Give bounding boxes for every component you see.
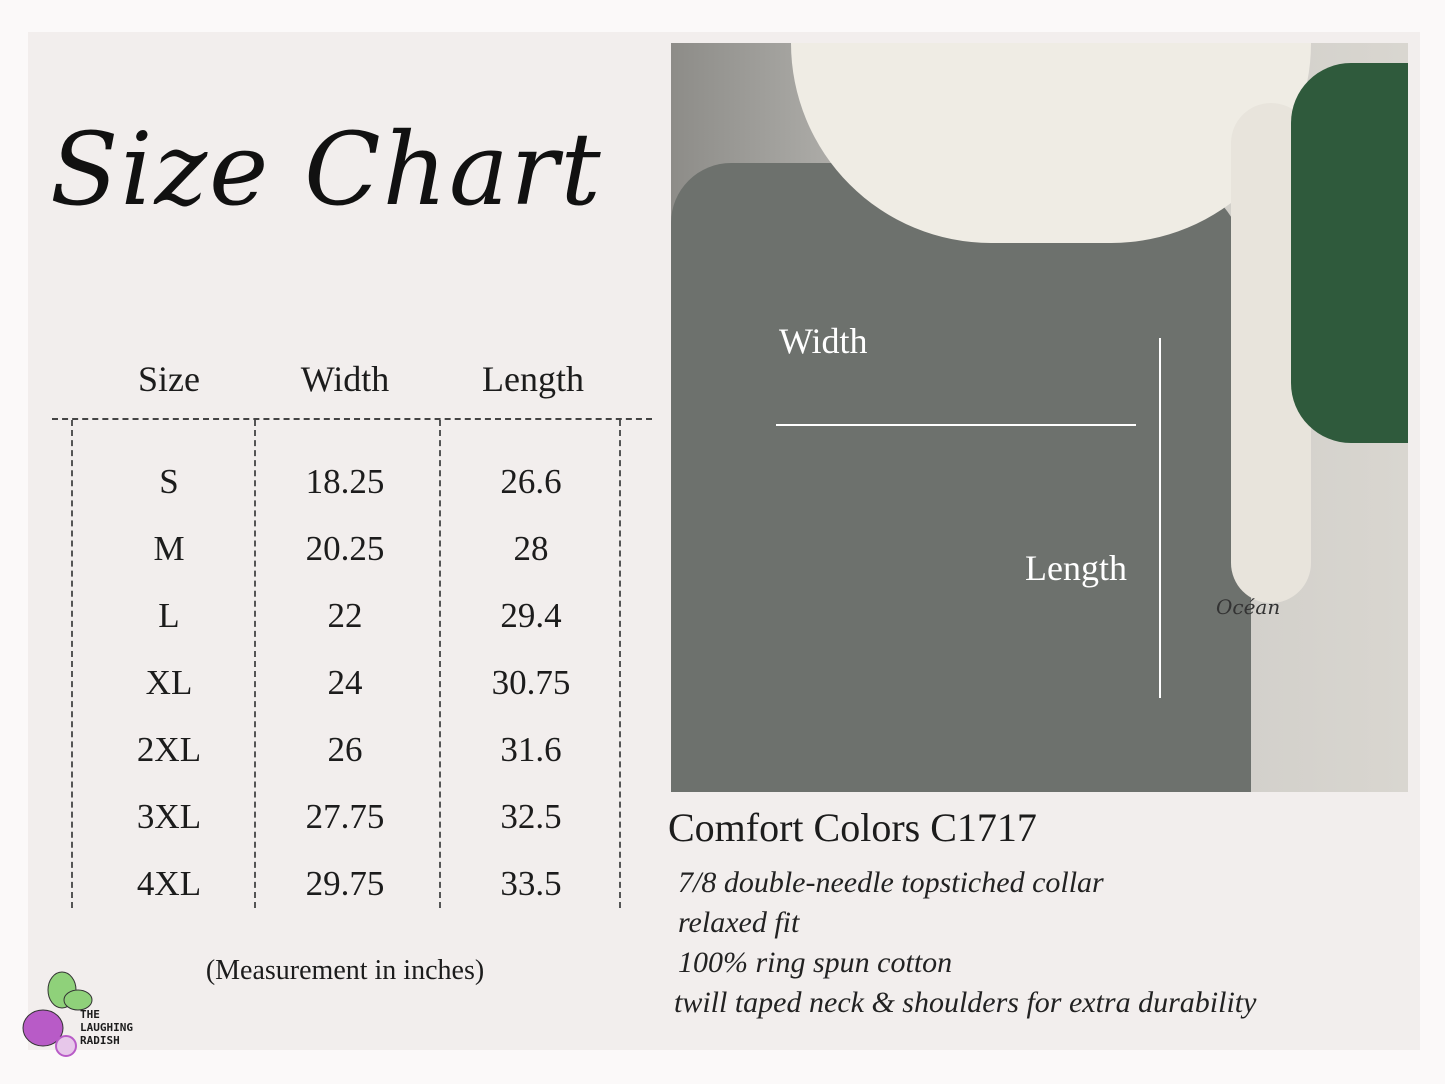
logo-line: THE: [80, 1008, 100, 1021]
width-cell: 27.75: [305, 797, 385, 836]
header-divider: [52, 418, 652, 420]
measurement-note: (Measurement in inches): [205, 955, 485, 986]
feature-item: relaxed fit: [678, 906, 800, 939]
tattoo: Océan: [1216, 595, 1281, 619]
model-photo: Width Length Océan: [671, 43, 1408, 792]
column-divider: [619, 420, 621, 908]
column-divider: [71, 420, 73, 908]
plant: [1291, 63, 1408, 443]
header-width: Width: [300, 359, 390, 399]
shirt: [671, 163, 1251, 792]
page-title: Size Chart: [50, 111, 603, 228]
logo-text: THE LAUGHING RADISH: [80, 1008, 133, 1047]
width-cell: 22: [327, 596, 363, 635]
length-cell: 28: [513, 529, 549, 568]
width-cell: 24: [327, 663, 363, 702]
length-label: Length: [1025, 548, 1127, 588]
header-size: Size: [138, 359, 200, 399]
size-cell: L: [158, 596, 180, 635]
size-cell: XL: [145, 663, 193, 702]
width-cell: 26: [327, 730, 363, 769]
length-cell: 26.6: [500, 462, 562, 501]
length-cell: 31.6: [500, 730, 562, 769]
column-divider: [254, 420, 256, 908]
length-cell: 33.5: [500, 864, 562, 903]
length-cell: 30.75: [491, 663, 571, 702]
size-cell: M: [153, 529, 185, 568]
length-arrow: [1159, 338, 1161, 698]
header-length: Length: [482, 359, 584, 399]
product-name: Comfort Colors C1717: [668, 805, 1037, 850]
radish-logo: [22, 971, 93, 1057]
size-cell: 4XL: [136, 864, 202, 903]
size-cell: 3XL: [136, 797, 202, 836]
width-cell: 18.25: [305, 462, 385, 501]
logo-line: RADISH: [80, 1034, 120, 1047]
feature-item: twill taped neck & shoulders for extra d…: [674, 986, 1257, 1019]
width-cell: 29.75: [305, 864, 385, 903]
logo-line: LAUGHING: [80, 1021, 133, 1034]
length-cell: 32.5: [500, 797, 562, 836]
width-arrow: [776, 424, 1136, 426]
width-label: Width: [779, 321, 868, 361]
width-cell: 20.25: [305, 529, 385, 568]
size-cell: 2XL: [136, 730, 202, 769]
feature-item: 7/8 double-needle topstiched collar: [678, 866, 1104, 899]
length-cell: 29.4: [500, 596, 562, 635]
column-divider: [439, 420, 441, 908]
feature-item: 100% ring spun cotton: [678, 946, 953, 979]
size-cell: S: [159, 462, 179, 501]
